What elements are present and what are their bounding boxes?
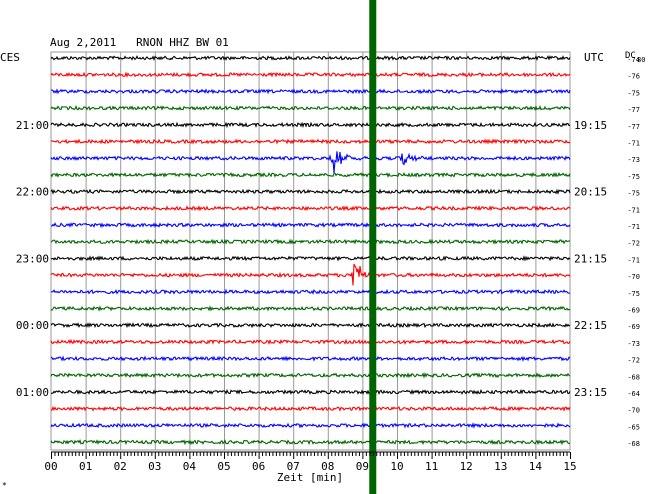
x-axis-label: Zeit [min] (277, 471, 343, 484)
trace-18 (50, 355, 571, 362)
right-time-label-3: 22:15 (574, 319, 607, 332)
dc-top-value: 80 (637, 56, 645, 64)
trace-22 (50, 422, 571, 429)
left-time-label-1: 22:00 (16, 186, 49, 199)
dc-offset-14: -75 (627, 290, 640, 298)
dc-offset-17: -73 (627, 340, 640, 348)
trace-14 (50, 288, 571, 295)
dc-offset-13: -70 (627, 273, 640, 281)
dc-offset-16: -69 (627, 323, 640, 331)
dc-offset-4: -77 (627, 123, 640, 131)
trace-5 (50, 138, 571, 145)
x-tick-label-14: 14 (529, 460, 543, 473)
left-time-label-4: 01:00 (16, 386, 49, 399)
trace-11 (50, 238, 570, 245)
x-tick-label-01: 01 (79, 460, 92, 473)
right-time-label-4: 23:15 (574, 386, 607, 399)
trace-8 (50, 188, 571, 195)
x-tick-label-03: 03 (148, 460, 161, 473)
dc-offset-7: -75 (627, 173, 640, 181)
trace-21 (50, 405, 571, 412)
trace-16 (50, 322, 571, 329)
dc-offset-8: -75 (627, 190, 640, 198)
x-tick-label-00: 00 (44, 460, 57, 473)
x-tick-label-11: 11 (425, 460, 438, 473)
dc-offset-21: -70 (627, 407, 640, 415)
dc-offset-3: -77 (627, 106, 640, 114)
x-tick-label-13: 13 (494, 460, 507, 473)
x-tick-label-02: 02 (114, 460, 127, 473)
x-tick-label-05: 05 (217, 460, 230, 473)
dc-offset-0: -74 (627, 56, 640, 64)
dc-offset-5: -71 (627, 140, 640, 148)
left-timezone-label: CES (0, 51, 20, 64)
trace-4 (50, 121, 570, 129)
trace-0 (50, 55, 571, 61)
trace-9 (50, 205, 571, 212)
left-time-label-0: 21:00 (16, 119, 49, 132)
trace-1 (50, 71, 571, 78)
trace-15 (50, 305, 571, 312)
right-timezone-label: UTC (584, 51, 604, 64)
dc-offset-2: -75 (627, 89, 640, 97)
dc-offset-11: -72 (627, 240, 640, 248)
corner-mark: * (2, 481, 7, 490)
grid-layer (50, 51, 571, 451)
dc-offset-20: -64 (627, 390, 640, 398)
right-time-label-2: 21:15 (574, 252, 607, 265)
chart-title: Aug 2,2011 RNON HHZ BW 01 (50, 36, 229, 49)
left-time-label-3: 00:00 (16, 319, 49, 332)
trace-3 (50, 104, 571, 112)
x-tick-label-15: 15 (563, 460, 576, 473)
left-time-label-2: 23:00 (16, 252, 49, 265)
trace-13 (50, 263, 571, 286)
x-tick-label-10: 10 (390, 460, 403, 473)
dc-offset-9: -71 (627, 206, 640, 214)
trace-10 (50, 222, 571, 229)
dc-offset-23: -68 (627, 440, 640, 448)
x-tick-label-09: 09 (356, 460, 369, 473)
dc-offset-10: -71 (627, 223, 640, 231)
x-tick-label-06: 06 (252, 460, 265, 473)
x-tick-label-04: 04 (183, 460, 197, 473)
x-tick-label-12: 12 (460, 460, 473, 473)
trace-19 (50, 372, 571, 379)
dc-offset-6: -73 (627, 156, 640, 164)
trace-6 (50, 151, 571, 174)
x-tick-label-07: 07 (287, 460, 300, 473)
right-time-label-0: 19:15 (574, 119, 607, 132)
trace-20 (50, 388, 571, 395)
dc-offset-12: -71 (627, 256, 640, 264)
dc-label: DC (625, 51, 636, 61)
time-marker-bar (369, 0, 377, 494)
trace-2 (51, 88, 571, 95)
axis-layer: -74 -76 -75 -77 -77 -71 -73 -75 -75 -71 -71 -72 -71 -… (16, 56, 640, 473)
x-tick-label-08: 08 (321, 460, 334, 473)
right-time-label-1: 20:15 (574, 186, 607, 199)
dc-offset-1: -76 (627, 73, 640, 81)
trace-23 (50, 439, 570, 446)
plot-frame (50, 51, 571, 451)
dc-offset-18: -72 (627, 357, 640, 365)
trace-12 (50, 255, 571, 262)
trace-layer (50, 55, 571, 446)
trace-17 (50, 338, 571, 345)
marker-layer (369, 0, 377, 494)
dc-offset-19: -68 (627, 373, 640, 381)
dc-offset-15: -69 (627, 307, 640, 315)
trace-7 (50, 171, 571, 179)
dc-offset-22: -65 (627, 423, 640, 431)
